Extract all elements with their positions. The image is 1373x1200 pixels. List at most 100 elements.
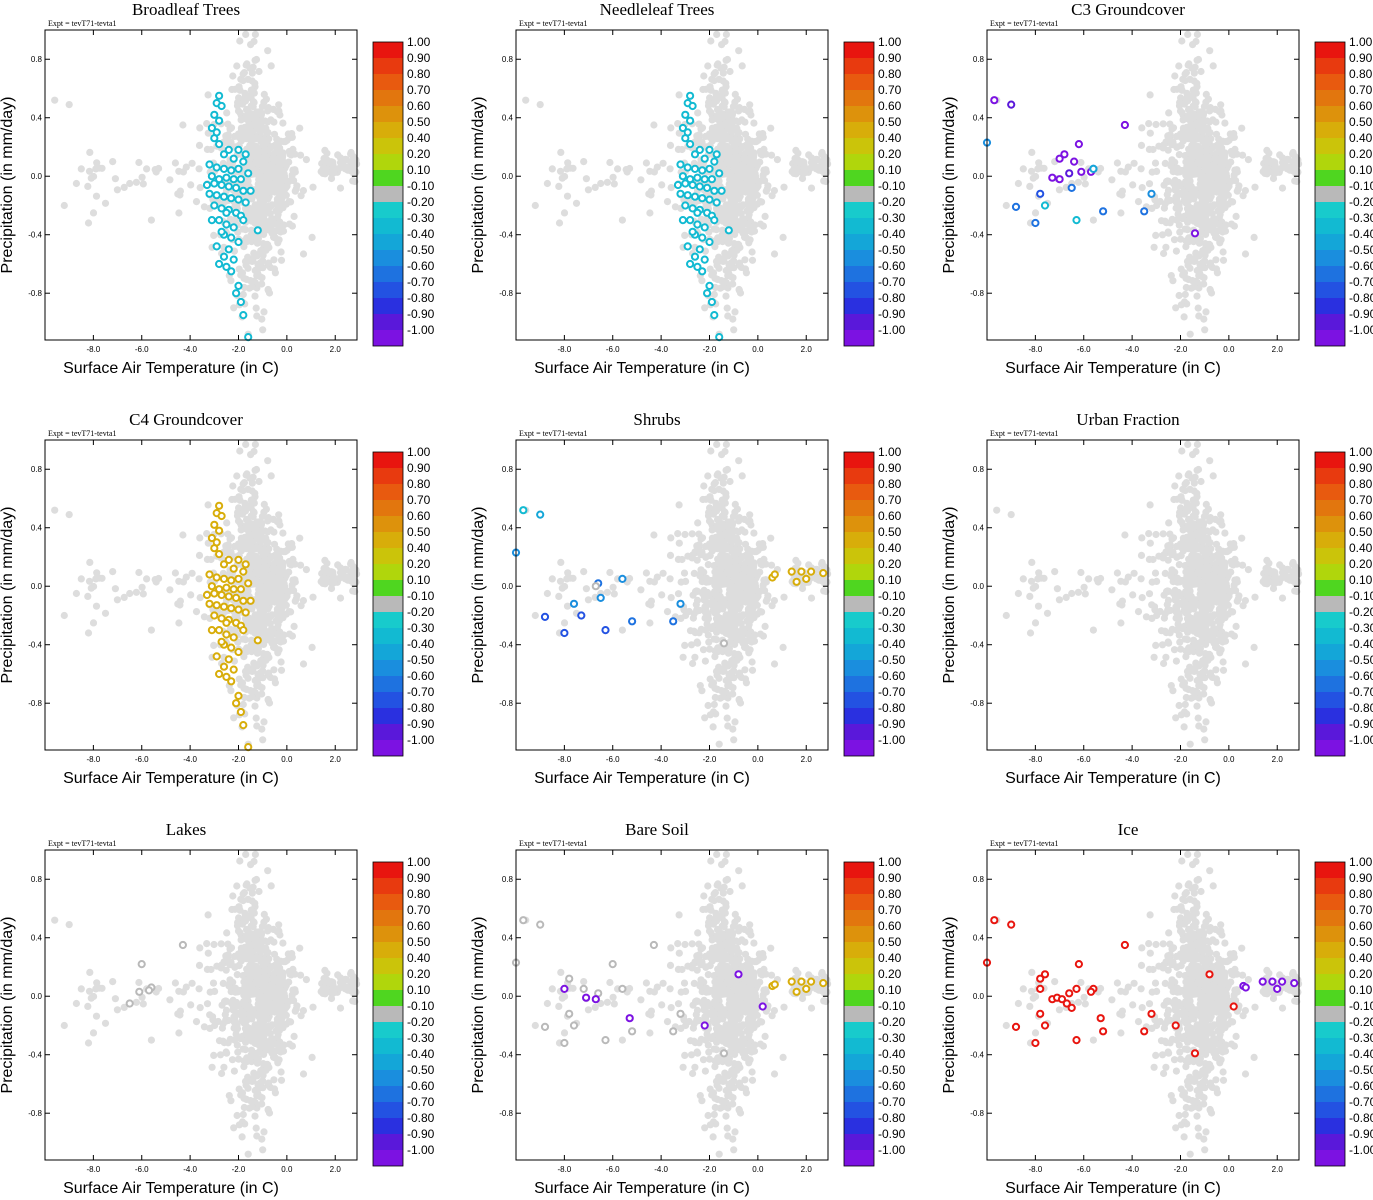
data-point: [229, 223, 238, 232]
background-point: [719, 217, 727, 225]
background-point: [1172, 247, 1180, 255]
colorbar-swatch: [373, 250, 403, 266]
background-point: [252, 714, 260, 722]
background-point: [817, 164, 825, 172]
background-point: [267, 553, 275, 561]
background-point: [717, 580, 725, 589]
background-point: [242, 440, 250, 448]
background-point: [1201, 326, 1209, 334]
background-point: [735, 129, 743, 137]
data-point: [686, 116, 695, 125]
background-point: [747, 521, 755, 529]
background-point: [780, 593, 788, 601]
background-point: [171, 159, 179, 167]
background-point: [1175, 291, 1183, 300]
data-point: [241, 560, 250, 569]
background-point: [731, 308, 739, 316]
colorbar-swatch: [844, 266, 874, 282]
background-point: [1206, 204, 1214, 212]
background-point: [719, 693, 727, 701]
background-point: [242, 261, 250, 269]
background-point: [666, 141, 675, 149]
background-point: [228, 495, 236, 504]
data-point: [207, 172, 216, 181]
data-point: [1040, 201, 1050, 210]
data-point: [710, 311, 719, 320]
data-point: [222, 630, 231, 639]
background-point: [758, 608, 766, 616]
background-point: [270, 564, 278, 572]
background-point: [1229, 151, 1237, 159]
y-tick-label: -0.4: [499, 231, 513, 240]
background-point: [1194, 304, 1202, 312]
data-point: [695, 245, 704, 254]
data-point: [234, 605, 243, 614]
data-point: [215, 626, 224, 635]
background-point: [707, 447, 715, 455]
background-point: [689, 591, 697, 599]
colorbar-label: -0.30: [407, 211, 435, 225]
background-point: [241, 636, 250, 644]
background-point: [747, 111, 755, 119]
data-point: [698, 267, 707, 276]
data-point: [990, 96, 999, 105]
background-point: [1185, 238, 1193, 246]
colorbar-swatch: [373, 564, 403, 580]
background-point: [1152, 231, 1160, 239]
background-point: [1129, 181, 1137, 189]
background-point: [718, 41, 726, 49]
background-point: [1081, 180, 1089, 188]
background-point: [1251, 183, 1259, 191]
colorbar-swatch: [373, 548, 403, 564]
colorbar-swatch: [373, 106, 403, 122]
y-tick-label: 0.0: [31, 172, 43, 181]
background-point: [329, 571, 337, 579]
data-point: [703, 289, 712, 298]
colorbar-swatch: [844, 234, 874, 250]
background-point: [1221, 201, 1230, 209]
background-point: [751, 631, 759, 639]
background-point: [704, 701, 712, 710]
background-point: [1170, 85, 1178, 94]
background-point: [1034, 165, 1042, 173]
background-point: [773, 156, 782, 164]
colorbar-swatch: [844, 170, 874, 186]
data-point: [217, 101, 226, 111]
background-point: [138, 173, 146, 181]
background-point: [249, 667, 257, 675]
data-point: [215, 140, 224, 149]
background-point: [296, 534, 304, 542]
background-point: [1224, 191, 1232, 199]
background-point: [531, 201, 539, 210]
data-point: [1147, 189, 1156, 198]
background-point: [704, 102, 713, 110]
background-point: [132, 588, 140, 596]
background-point: [1184, 30, 1192, 38]
background-point: [1203, 172, 1212, 180]
background-point: [744, 135, 752, 143]
background-point: [271, 269, 279, 277]
background-point: [1209, 222, 1217, 230]
data-point: [239, 626, 248, 635]
background-point: [1184, 180, 1192, 188]
background-point: [85, 167, 94, 175]
data-point: [234, 281, 243, 290]
background-point: [260, 308, 268, 316]
background-point: [251, 440, 259, 448]
background-point: [285, 568, 293, 576]
background-point: [689, 614, 698, 622]
background-point: [697, 125, 705, 133]
background-point: [717, 206, 725, 214]
background-point: [738, 217, 746, 225]
background-point: [267, 217, 275, 225]
background-point: [273, 135, 281, 143]
background-point: [252, 521, 260, 530]
background-point: [1278, 158, 1287, 167]
background-point: [1032, 172, 1040, 181]
background-point: [255, 530, 263, 539]
background-point: [726, 174, 734, 183]
background-point: [277, 658, 285, 666]
background-point: [259, 326, 267, 334]
background-point: [1164, 186, 1173, 194]
background-point: [717, 130, 726, 138]
